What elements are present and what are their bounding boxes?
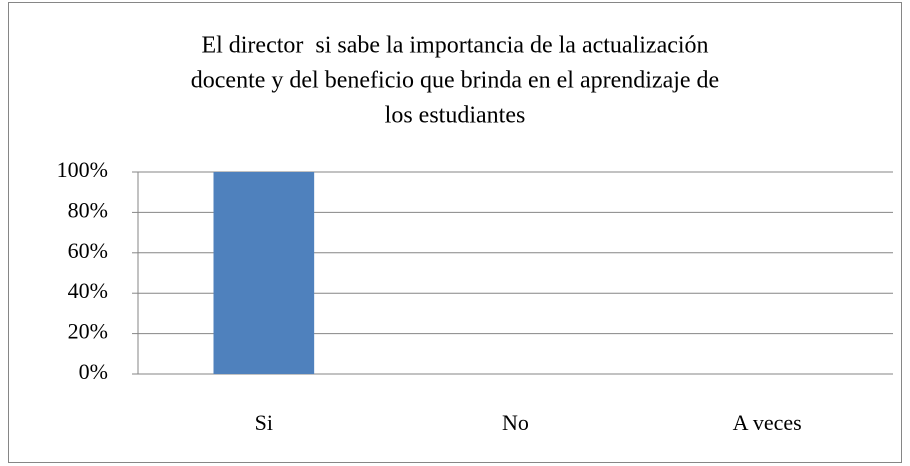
x-tick-label: No <box>502 410 529 435</box>
y-tick-label: 100% <box>57 157 108 182</box>
chart-title: El director si sabe la importancia de la… <box>201 33 708 59</box>
bar <box>213 172 315 374</box>
x-tick-label: A veces <box>733 410 802 435</box>
x-tick-label: Si <box>255 410 273 435</box>
y-tick-label: 20% <box>68 319 108 344</box>
chart-title: los estudiantes <box>385 103 526 129</box>
y-tick-label: 80% <box>68 197 108 222</box>
y-tick-label: 60% <box>68 238 108 263</box>
y-tick-label: 0% <box>79 359 108 384</box>
chart-border <box>8 2 902 463</box>
chart-title: docente y del beneficio que brinda en el… <box>191 68 719 94</box>
y-tick-label: 40% <box>68 278 108 303</box>
